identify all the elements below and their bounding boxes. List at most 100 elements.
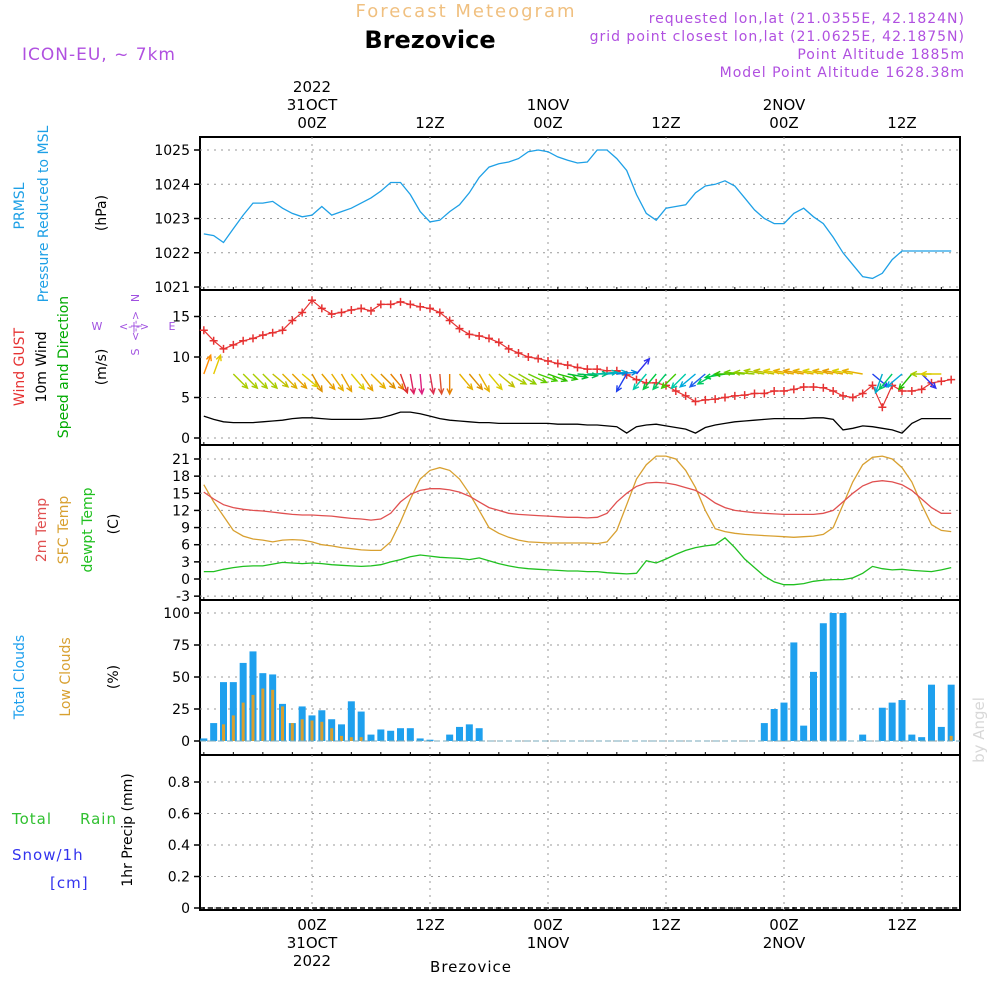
top-time-label: 2NOV	[763, 96, 806, 114]
wind-dir-label: Speed and Direction	[56, 296, 72, 438]
wind-arrow	[488, 373, 503, 391]
bottom-time-label: 12Z	[651, 916, 680, 934]
total-cloud-bar	[780, 702, 788, 741]
wind-arrow	[331, 373, 345, 392]
pressure-line	[203, 149, 952, 280]
y-tick-label: 18	[172, 469, 190, 485]
gust-marker	[799, 382, 808, 391]
gust-marker	[249, 334, 257, 343]
gust-marker	[504, 344, 513, 353]
wind-arrow	[632, 373, 647, 391]
low-cloud-bar	[251, 694, 255, 741]
wind-arrow	[498, 373, 516, 388]
gust-marker	[268, 328, 277, 337]
wind-arrow	[370, 373, 387, 390]
wind-arrow	[885, 373, 903, 388]
gust-marker	[396, 297, 405, 306]
y-tick-label: 9	[181, 521, 190, 537]
wind-arrow	[360, 373, 374, 392]
wind-arrow	[597, 369, 619, 376]
gust-marker	[829, 387, 838, 396]
y-tick-label: 5	[181, 391, 190, 407]
y-tick-label: 1025	[154, 143, 190, 159]
model-label: ICON-EU, ~ 7km	[22, 45, 176, 65]
gust-marker	[907, 387, 916, 396]
compass-vertical: <-|->	[129, 311, 142, 341]
low-cloud-bar	[320, 721, 324, 741]
total-cloud-bar	[898, 700, 906, 741]
gust-marker	[317, 304, 326, 313]
snow-unit: [cm]	[50, 874, 89, 892]
y-tick-label: 0.8	[168, 775, 190, 791]
wind-arrow	[802, 368, 824, 375]
clouds-unit: (%)	[106, 665, 122, 689]
gust-marker	[416, 302, 425, 311]
low-cloud-bar	[349, 737, 353, 741]
rain-label-total: Total	[11, 810, 52, 828]
gust-marker	[376, 300, 385, 309]
gust-marker	[239, 336, 248, 345]
low-cloud-bar	[261, 688, 265, 741]
gust-marker	[937, 377, 946, 386]
bottom-time-label: 31OCT	[287, 934, 338, 952]
gust-marker	[740, 391, 749, 400]
bottom-time-label: 2022	[293, 952, 331, 970]
requested-coords: requested lon,lat (21.0355E, 42.1824N)	[649, 11, 965, 27]
bottom-time-label: 12Z	[887, 916, 916, 934]
top-time-label: 00Z	[533, 114, 562, 132]
gust-marker	[770, 387, 779, 396]
total-cloud-bar	[859, 734, 867, 741]
gust-marker	[858, 389, 867, 398]
wind-arrow	[311, 373, 323, 393]
gust-marker	[947, 375, 956, 384]
wind-arrow	[792, 368, 814, 375]
rain-label-rain: Rain	[80, 810, 117, 828]
total-cloud-bar	[937, 726, 945, 741]
y-tick-label: 0	[181, 572, 190, 588]
total-cloud-bar	[200, 738, 208, 741]
total-cloud-bar	[770, 709, 778, 741]
wind-arrow	[437, 373, 445, 396]
bottom-time-label: 00Z	[297, 916, 326, 934]
wind-arrow	[678, 373, 696, 388]
gust-marker	[209, 336, 218, 345]
gust-marker	[288, 316, 297, 325]
y-tick-label: 1023	[154, 212, 190, 228]
top-title: Forecast Meteogram	[355, 1, 576, 22]
snow-label: Snow/1h	[12, 846, 84, 864]
compass-north: N	[129, 294, 142, 302]
wind-arrow	[743, 368, 765, 375]
total-cloud-bar	[210, 723, 218, 741]
wind-arrow	[878, 373, 893, 391]
gust-marker	[524, 353, 533, 361]
gust-marker	[711, 395, 720, 404]
y-tick-label: 1021	[154, 280, 190, 296]
total-cloud-bar	[809, 671, 817, 741]
wind-arrow	[772, 368, 794, 375]
gust-marker	[426, 304, 434, 313]
bottom-time-label: 1NOV	[527, 934, 570, 952]
total-clouds-label: Total Clouds	[12, 635, 28, 720]
wind-arrow	[350, 373, 366, 391]
wind-arrow	[418, 373, 425, 396]
gust-marker	[475, 331, 484, 340]
y-tick-label: 0.6	[168, 807, 190, 823]
gust-marker	[878, 403, 887, 412]
dew-label: dewpt Temp	[80, 487, 96, 572]
total-cloud-bar	[790, 642, 798, 741]
wind-arrow	[528, 373, 548, 384]
t2m-line	[203, 480, 952, 521]
gust-marker	[838, 391, 847, 400]
gust-marker	[760, 389, 769, 398]
gust-marker	[789, 385, 798, 394]
wind-arrow	[301, 373, 319, 388]
wind-arrow	[557, 373, 579, 381]
wind-arrow	[752, 368, 775, 375]
wind-arrow	[429, 373, 436, 396]
gust-marker	[199, 326, 208, 335]
gust-marker	[258, 331, 267, 340]
low-cloud-bar	[300, 719, 304, 741]
panel-wind: 0 5 10 15	[172, 289, 961, 447]
total-cloud-bar	[760, 723, 768, 741]
dewpoint-line	[203, 537, 952, 586]
